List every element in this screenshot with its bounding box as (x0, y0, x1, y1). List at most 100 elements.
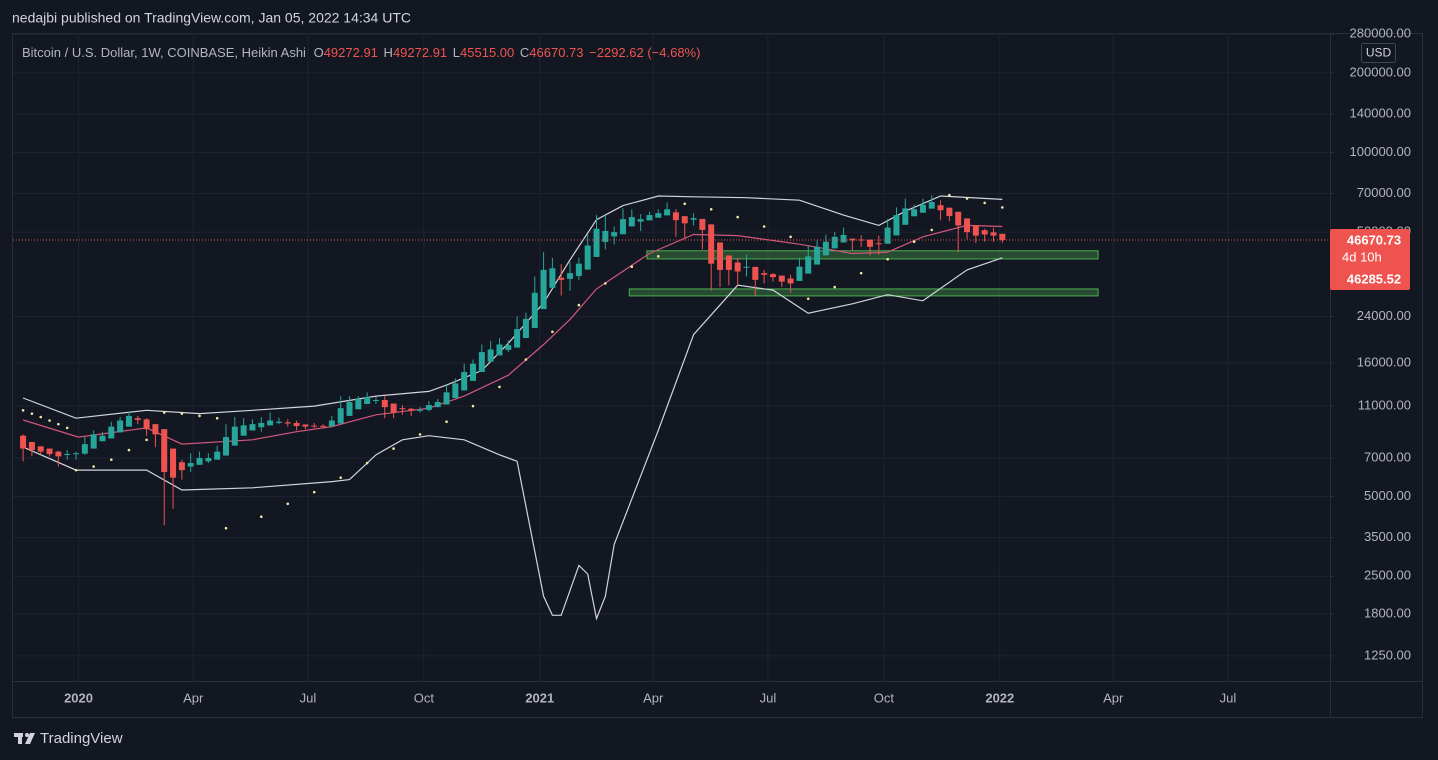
sar-dot (198, 414, 201, 418)
sar-dot (57, 422, 60, 426)
sar-dot (21, 409, 25, 412)
sar-dot (965, 197, 969, 200)
x-tick-label: Oct (874, 690, 895, 705)
candle-body (108, 426, 115, 439)
candle-body (540, 269, 547, 310)
y-tick-label: 1800.00 (1364, 605, 1411, 620)
candle-body (593, 228, 600, 257)
chart-frame (12, 33, 1423, 718)
candle-body (611, 232, 618, 237)
x-tick-label: 2021 (525, 690, 554, 705)
symbol: Bitcoin / U.S. Dollar, 1W, COINBASE, Hei… (22, 45, 306, 60)
candle-body (531, 292, 538, 329)
candle-body (858, 239, 865, 241)
y-tick-label: 16000.00 (1357, 354, 1411, 369)
candle-body (302, 424, 309, 427)
candle-body (284, 422, 291, 424)
candle-body (293, 422, 300, 426)
logo-part (25, 733, 29, 737)
candle-body (902, 208, 909, 225)
candle-body (637, 219, 644, 222)
candle-body (390, 403, 397, 413)
candle-body (99, 435, 106, 442)
candle-body (937, 205, 944, 211)
currency-box (1361, 43, 1396, 63)
candle-body (381, 399, 388, 408)
candle-body (399, 408, 406, 410)
candle-body (478, 352, 485, 373)
sar-dot (656, 255, 660, 258)
sar-dot (833, 285, 837, 289)
sar-dot (74, 468, 78, 472)
sar-dot (224, 526, 228, 530)
legend-letter: C (520, 45, 529, 60)
x-tick-label: Oct (414, 690, 435, 705)
candle-body (575, 263, 582, 276)
candle-body (258, 422, 265, 428)
candle-body (372, 399, 379, 401)
sar-dot (286, 502, 290, 506)
candle-body (743, 266, 750, 268)
sar-dot (859, 271, 863, 275)
candle-body (328, 420, 335, 427)
candle-body (911, 209, 918, 217)
indicator-line (22, 257, 1003, 621)
sar-dot (1001, 206, 1004, 209)
y-tick-label: 200000.00 (1350, 64, 1411, 79)
currency: USD (1366, 46, 1392, 60)
logo-part (25, 733, 35, 744)
candle-body (814, 246, 821, 265)
footer-brand: TradingView (40, 730, 123, 747)
sar-dot (365, 461, 369, 465)
candle-body (320, 425, 327, 427)
y-tick-label: 24000.00 (1357, 308, 1411, 323)
x-tick-label: Apr (1103, 690, 1124, 705)
candle-body (337, 408, 344, 424)
sar-dot (215, 416, 219, 420)
y-tick-label: 3500.00 (1364, 529, 1411, 544)
sar-dot (498, 385, 501, 389)
candle-body (522, 318, 529, 338)
price-tag-text: 46285.52 (1347, 271, 1401, 286)
candle-body (558, 277, 565, 280)
legend-value: 49272.91 (393, 45, 447, 60)
candle-body (699, 218, 706, 230)
grid (13, 33, 1330, 681)
legend-letter: O (314, 45, 324, 60)
candle-body (205, 458, 212, 462)
candle-body (240, 425, 247, 436)
sar-dot (983, 201, 986, 205)
sar-dot (339, 476, 342, 479)
candle-body (849, 238, 856, 241)
sar-dot (418, 433, 422, 436)
candle-body (73, 453, 80, 455)
candle-body (752, 266, 759, 280)
sar-dot (65, 426, 69, 430)
candle-body (20, 435, 27, 449)
candle-body (999, 233, 1006, 241)
candle-body (514, 329, 521, 348)
candle-body (831, 236, 838, 249)
candle-body (505, 345, 512, 350)
candle-body (117, 420, 124, 433)
legend-value: 46670.73 (529, 45, 583, 60)
legend-value: 45515.00 (460, 45, 514, 60)
candle-body (81, 444, 88, 454)
candle-body (355, 399, 362, 410)
y-tick-label: 7000.00 (1364, 449, 1411, 464)
sar-dot (180, 412, 184, 415)
support-zone (628, 288, 1099, 297)
candle-body (549, 268, 556, 288)
x-tick-label: Jul (300, 690, 317, 705)
sar-dot (127, 448, 131, 452)
candle-body (470, 363, 477, 381)
candle-body (231, 426, 238, 446)
candle-body (64, 453, 71, 455)
y-tick-label: 2500.00 (1364, 568, 1411, 583)
sar-dot (110, 458, 113, 461)
sar-dot (948, 193, 951, 197)
candle-body (46, 448, 53, 454)
candle-body (946, 207, 953, 217)
candle-body (143, 419, 150, 430)
candle-body (434, 401, 441, 408)
